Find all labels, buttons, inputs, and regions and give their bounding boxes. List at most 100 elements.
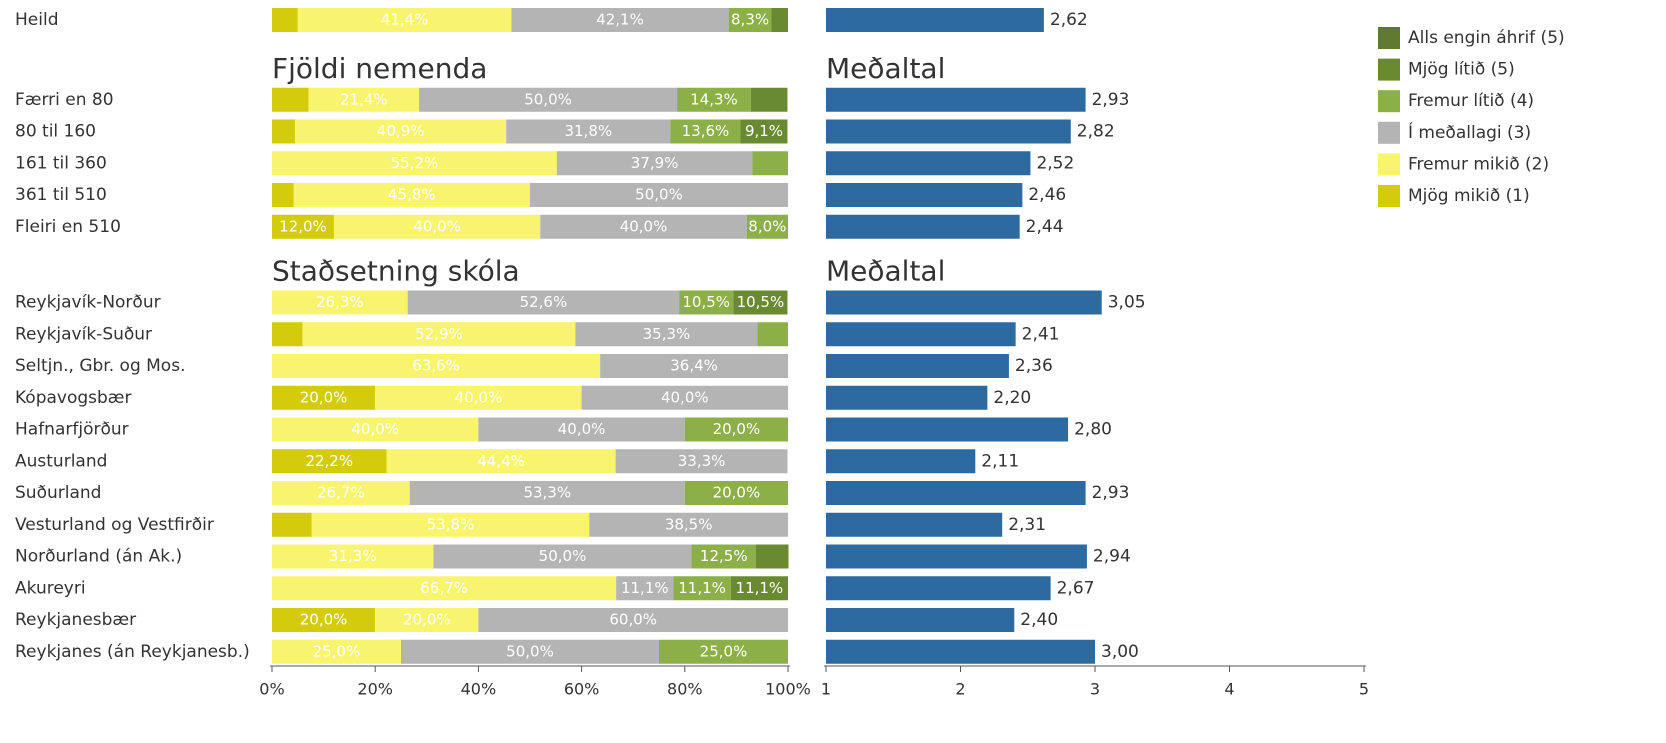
segment-label: 31,3% — [329, 547, 377, 565]
bar-segment — [272, 290, 408, 315]
x-tick-label: 100% — [765, 680, 811, 699]
segment-label: 10,5% — [737, 293, 785, 311]
value-label: 2,93 — [1092, 90, 1130, 110]
segment-label: 33,3% — [678, 452, 726, 470]
bar-segment — [272, 449, 387, 474]
row-label: Suðurland — [15, 483, 101, 503]
segment-label: 40,0% — [661, 388, 709, 406]
legend-label: Alls engin áhrif (5) — [1408, 28, 1565, 48]
bar-segment — [272, 8, 298, 32]
segment-label: 40,9% — [377, 122, 425, 140]
bar-segment — [295, 119, 507, 144]
value-label: 3,00 — [1101, 642, 1139, 662]
bar-segment — [556, 151, 753, 176]
segment-label: 20,0% — [713, 484, 761, 502]
segment-label: 21,4% — [340, 90, 388, 108]
bar — [826, 151, 1031, 176]
bar — [826, 608, 1015, 632]
bar-segment — [679, 290, 734, 315]
legend-label: Fremur lítið (4) — [1408, 91, 1534, 111]
segment-label: 14,3% — [690, 90, 738, 108]
bar-segment — [272, 544, 434, 569]
segment-label: 55,2% — [391, 154, 439, 172]
value-label: 2,67 — [1057, 578, 1095, 598]
bar-segment — [589, 512, 788, 537]
bar — [826, 290, 1102, 315]
bar — [826, 119, 1071, 144]
segment-label: 20,0% — [403, 611, 451, 629]
bar-segment — [478, 608, 788, 632]
row-label: Hafnarfjörður — [15, 420, 129, 440]
bar-segment — [333, 214, 541, 239]
segment-label: 31,8% — [564, 122, 612, 140]
row-label: Akureyri — [15, 578, 86, 598]
bar-segment — [272, 385, 376, 410]
segment-label: 45,8% — [388, 186, 436, 204]
segment-label: 40,0% — [620, 217, 668, 235]
value-label: 2,94 — [1093, 547, 1131, 567]
row-label: 161 til 360 — [15, 153, 107, 173]
bar-segment — [272, 183, 294, 207]
bar-segment — [272, 214, 334, 239]
bar-segment — [272, 151, 557, 176]
bar-segment — [375, 608, 479, 632]
bar-segment — [750, 87, 788, 112]
x-tick-label: 3 — [1090, 680, 1100, 699]
bar-segment — [746, 214, 788, 239]
segment-label: 37,9% — [631, 154, 679, 172]
legend-label: Mjög lítið (5) — [1408, 60, 1515, 80]
segment-label: 13,6% — [682, 122, 730, 140]
segment-label: 8,3% — [731, 11, 769, 29]
segment-label: 66,7% — [420, 579, 468, 597]
bar — [826, 639, 1095, 664]
bar-segment — [511, 8, 729, 32]
bar-segment — [409, 481, 685, 505]
segment-label: 12,0% — [279, 217, 327, 235]
segment-label: 26,7% — [317, 484, 365, 502]
value-label: 2,46 — [1028, 185, 1066, 205]
bar-segment — [272, 87, 309, 112]
bar-segment — [478, 417, 685, 442]
x-tick-label: 40% — [461, 680, 497, 699]
bar-segment — [272, 322, 303, 347]
row-label: Fleiri en 510 — [15, 217, 121, 237]
row-label: Vesturland og Vestfirðir — [15, 515, 214, 535]
bar-segment — [728, 8, 772, 32]
legend-swatch — [1378, 153, 1400, 176]
bar-segment — [684, 481, 788, 505]
row-label: Heild — [15, 10, 58, 30]
row-label: 80 til 160 — [15, 122, 96, 142]
bar-segment — [752, 151, 788, 176]
segment-label: 40,0% — [455, 388, 503, 406]
value-label: 3,05 — [1108, 293, 1146, 313]
bar-segment — [311, 512, 590, 537]
bar — [826, 576, 1051, 601]
bar-segment — [302, 322, 576, 347]
segment-label: 22,2% — [305, 452, 353, 470]
segment-label: 10,5% — [682, 293, 730, 311]
bar — [826, 183, 1023, 207]
value-label: 2,93 — [1092, 483, 1130, 503]
segment-label: 53,8% — [427, 515, 475, 533]
value-label: 2,31 — [1008, 515, 1046, 535]
x-tick-label: 1 — [821, 680, 831, 699]
bar-segment — [540, 214, 747, 239]
segment-label: 52,9% — [415, 325, 463, 343]
segment-label: 36,4% — [670, 357, 718, 375]
row-label: Reykjavík-Suður — [15, 324, 152, 344]
value-label: 2,82 — [1077, 122, 1115, 142]
bar-segment — [386, 449, 616, 474]
legend-label: Fremur mikið (2) — [1408, 154, 1549, 174]
segment-label: 44,4% — [477, 452, 525, 470]
bar-segment — [308, 87, 420, 112]
legend-swatch — [1378, 90, 1400, 113]
bar-segment — [581, 385, 788, 410]
value-label: 2,80 — [1074, 420, 1112, 440]
bar-segment — [272, 354, 601, 378]
bar — [826, 544, 1087, 569]
bar-segment — [272, 119, 296, 144]
x-tick-label: 80% — [667, 680, 703, 699]
bar — [826, 214, 1020, 239]
x-tick-label: 0% — [259, 680, 284, 699]
